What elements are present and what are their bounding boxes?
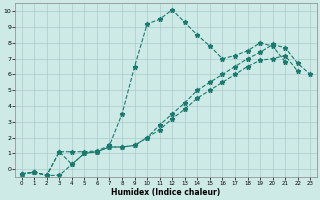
X-axis label: Humidex (Indice chaleur): Humidex (Indice chaleur) — [111, 188, 220, 197]
